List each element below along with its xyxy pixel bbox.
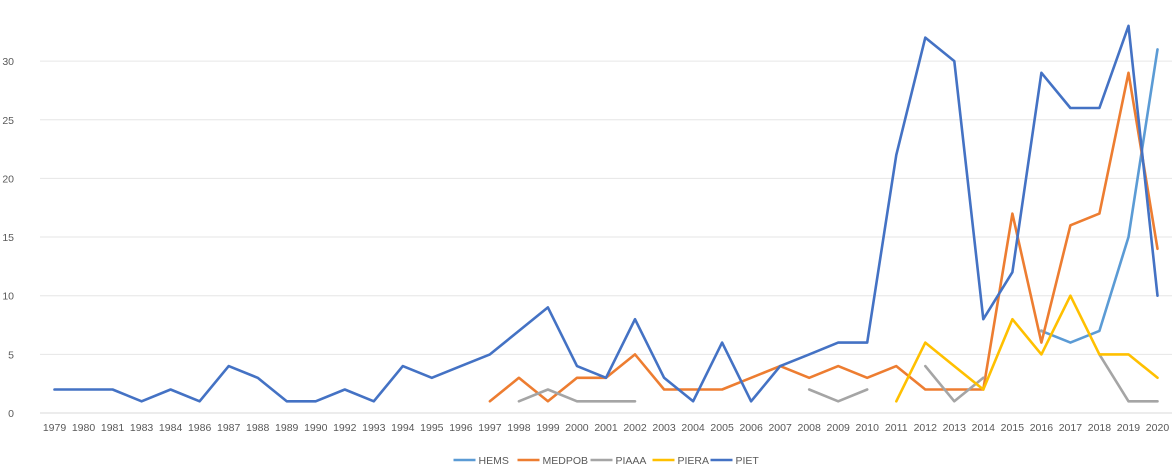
series-piera bbox=[894, 294, 1159, 403]
x-tick-label: 1984 bbox=[159, 422, 183, 434]
series-piaaa bbox=[517, 329, 1159, 403]
x-tick-label: 1997 bbox=[478, 422, 502, 434]
series-hems bbox=[1040, 48, 1159, 344]
x-tick-label: 1999 bbox=[536, 422, 560, 434]
series-line-segment bbox=[807, 388, 869, 403]
x-tick-label: 2013 bbox=[943, 422, 967, 434]
x-tick-label: 2019 bbox=[1117, 422, 1141, 434]
x-tick-label: 2015 bbox=[1001, 422, 1025, 434]
legend-label: PIAAA bbox=[616, 455, 647, 467]
x-tick-label: 1994 bbox=[391, 422, 415, 434]
y-tick-label: 30 bbox=[2, 56, 14, 68]
series-line-segment bbox=[1040, 48, 1159, 344]
x-tick-label: 2020 bbox=[1146, 422, 1170, 434]
x-tick-label: 1979 bbox=[43, 422, 67, 434]
x-tick-label: 2010 bbox=[856, 422, 880, 434]
x-tick-label: 1989 bbox=[275, 422, 299, 434]
x-tick-label: 2008 bbox=[797, 422, 821, 434]
x-tick-label: 1983 bbox=[130, 422, 154, 434]
x-tick-label: 1988 bbox=[246, 422, 270, 434]
x-tick-label: 2009 bbox=[827, 422, 851, 434]
series-line-segment bbox=[517, 388, 637, 403]
legend-item-piera: PIERA bbox=[652, 455, 710, 467]
series-line-segment bbox=[53, 24, 1159, 403]
x-tick-label: 2011 bbox=[885, 422, 908, 434]
series-line-segment bbox=[1098, 353, 1159, 403]
x-tick-label: 2001 bbox=[594, 422, 618, 434]
x-tick-label: 2012 bbox=[914, 422, 938, 434]
legend-item-piaaa: PIAAA bbox=[590, 455, 647, 467]
y-tick-label: 25 bbox=[2, 115, 14, 127]
x-tick-label: 2007 bbox=[768, 422, 792, 434]
legend-item-medpob: MEDPOB bbox=[517, 455, 589, 467]
x-tick-label: 1995 bbox=[420, 422, 444, 434]
series-line-segment bbox=[923, 364, 985, 403]
x-tick-label: 2003 bbox=[652, 422, 676, 434]
x-tick-label: 2002 bbox=[623, 422, 647, 434]
x-axis-ticks: 1979 1980 1981 1983 1984 1986 1987 1988 1989 1990… bbox=[43, 422, 1169, 434]
y-tick-label: 20 bbox=[2, 173, 14, 185]
x-tick-label: 2005 bbox=[710, 422, 734, 434]
x-tick-label: 1996 bbox=[449, 422, 473, 434]
legend: HEMS MEDPOB PIAAA PIERA PIET bbox=[453, 455, 760, 467]
x-tick-label: 1986 bbox=[188, 422, 212, 434]
legend-item-piet: PIET bbox=[710, 455, 760, 467]
series-medpob bbox=[488, 71, 1159, 403]
x-tick-label: 2016 bbox=[1030, 422, 1054, 434]
series-lines bbox=[53, 24, 1159, 403]
x-tick-label: 1992 bbox=[333, 422, 357, 434]
legend-label: PIERA bbox=[678, 455, 710, 467]
x-tick-label: 1998 bbox=[507, 422, 531, 434]
x-tick-label: 2006 bbox=[739, 422, 763, 434]
y-tick-label: 15 bbox=[2, 232, 14, 244]
x-tick-label: 1990 bbox=[304, 422, 328, 434]
x-tick-label: 2018 bbox=[1088, 422, 1112, 434]
gridlines bbox=[40, 60, 1172, 414]
y-axis-ticks: 0 5 10 15 20 25 30 bbox=[2, 56, 14, 420]
x-tick-label: 1980 bbox=[72, 422, 96, 434]
series-line-segment bbox=[894, 294, 1159, 403]
x-tick-label: 2000 bbox=[565, 422, 589, 434]
x-tick-label: 2017 bbox=[1059, 422, 1083, 434]
x-tick-label: 2004 bbox=[681, 422, 705, 434]
y-tick-label: 5 bbox=[8, 349, 14, 361]
x-tick-label: 2014 bbox=[972, 422, 996, 434]
series-line-segment bbox=[488, 71, 1159, 403]
data-point bbox=[1039, 329, 1043, 333]
y-tick-label: 10 bbox=[2, 291, 14, 303]
legend-label: PIET bbox=[736, 455, 760, 467]
legend-label: MEDPOB bbox=[543, 455, 589, 467]
y-tick-label: 0 bbox=[8, 408, 14, 420]
series-piet bbox=[53, 24, 1159, 403]
x-tick-label: 1981 bbox=[101, 422, 125, 434]
legend-item-hems: HEMS bbox=[453, 455, 509, 467]
legend-label: HEMS bbox=[479, 455, 509, 467]
x-tick-label: 1993 bbox=[362, 422, 386, 434]
x-tick-label: 1987 bbox=[217, 422, 241, 434]
